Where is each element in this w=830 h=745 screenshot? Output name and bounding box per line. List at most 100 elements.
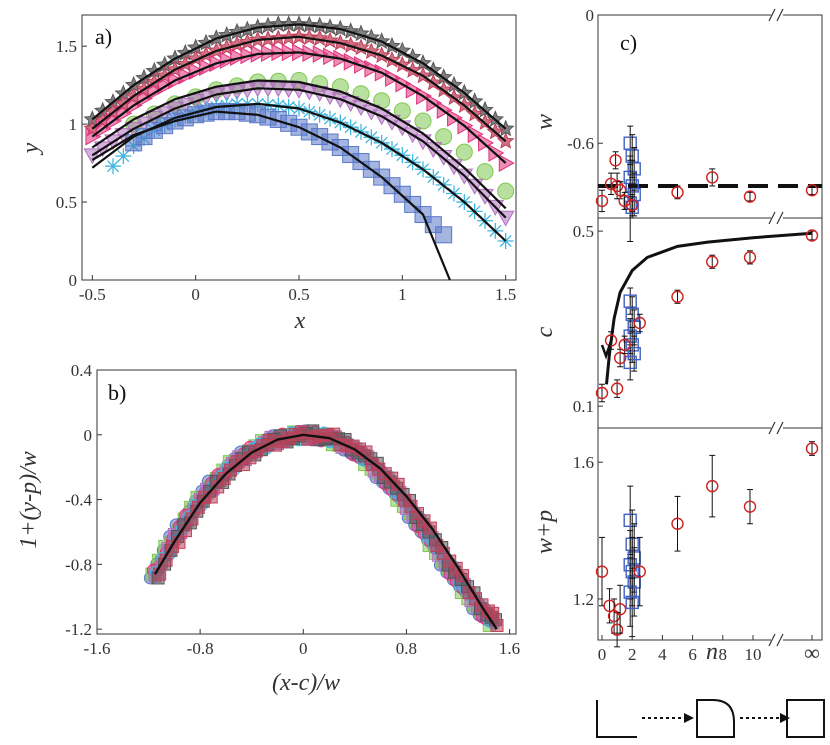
panel-a-fit-line [91,110,451,281]
panel-a-ytick-label: 0 [69,271,78,290]
panel-c-mid-ylabel: c [532,326,558,337]
panel-c-xlabel: n [706,639,718,665]
panel-c-red-circle [595,565,609,578]
panel-a-point [476,163,494,181]
arrowhead-1 [684,713,694,723]
panel-a-point [467,125,484,144]
panel-a-point [497,182,515,200]
panel-c-arrow [600,337,614,360]
panel-b-xtick-label: 0.8 [396,639,417,658]
panel-a-xtick-label: 0 [191,285,200,304]
panel-c-ytick-label: 0.1 [573,397,594,416]
panel-c-red-circle [805,229,819,242]
panel-c-data [595,125,822,648]
panel-b-frame [96,369,517,635]
panel-a-point [393,102,411,120]
open-corner-shape [596,700,637,738]
panel-b-xtick-label: -0.8 [187,639,214,658]
panel-c-ticks: 0 -0.6 0.1 0.5 1.2 1.6 0 2 4 6 8 10 ∞ [567,6,820,665]
panel-b-fit-line [153,433,498,630]
axis-break-mark [768,633,776,647]
arrowhead-2 [780,713,790,723]
panel-a-point [321,18,339,35]
panel-a-fit-line [91,87,507,219]
panel-a-ytick-label: 1 [69,115,78,134]
panel-c-red-circle [610,623,624,636]
panel-a-label: a) [95,24,112,49]
panel-b-ylabel: 1+(y-p)/w [16,451,42,549]
panel-b-ytick-label: 0 [84,426,93,445]
panel-c-subplot-0 [595,125,822,243]
panel-a-fits [91,23,507,281]
panel-c-xtick-label: 8 [719,645,728,664]
panel-a-ytick-label: 0.5 [56,193,77,212]
panel-a-fit-line [91,23,507,130]
panel-b-point [490,618,504,632]
panel-c-ytick-label: 1.6 [573,453,594,472]
panel-c-red-circle [706,479,719,493]
panel-c-ytick-label: 1.2 [573,590,594,609]
panel-a-xtick-label: -0.5 [79,285,106,304]
panel-a-point [300,28,319,46]
panel-c-red-circle [706,255,719,268]
panel-c-ytick-label: 0 [586,6,595,25]
panel-c-xtick-label: 4 [658,645,667,664]
panel-a-point [321,31,339,49]
panel-b-xtick-label: -1.6 [84,639,111,658]
panel-c-blue-square [627,346,641,361]
panel-c-theory-curve [605,231,813,385]
panel-c-red-circle [633,316,646,330]
axis-break-gap [771,635,783,645]
panel-c-xtick-label: 2 [628,645,637,664]
panel-a-fit-line [91,35,507,143]
panel-c-red-circle [743,500,757,513]
panel-c-blue-square [623,585,637,599]
panel-c-xtick-label: 0 [598,645,607,664]
panel-b-point [391,477,405,491]
axis-break-gap [771,423,783,433]
panel-a-point [488,144,505,162]
panel-b-xtick-label: 1.6 [499,639,520,658]
panel-c-red-circle [743,190,757,203]
panel-a-point [435,226,453,244]
panel-c-xtick-label: 6 [688,645,697,664]
panel-b-ytick-label: -1.2 [65,620,92,639]
panel-a: -0.5 0 0.5 1 1.500.511.5 a) x y [18,14,517,334]
panel-c-blue-square [625,338,639,352]
panel-c-red-circle [604,177,618,191]
panel-c-red-circle [671,290,684,303]
panel-b-ytick-label: -0.4 [65,491,92,510]
panel-c-red-circle [613,603,627,616]
square-shape [786,699,825,738]
panel-a-xlabel: x [294,308,306,334]
panel-b-fit [153,433,498,630]
panel-a-point [455,143,473,161]
panel-c-bot-ylabel: w+p [532,510,558,554]
panel-a-point [115,148,132,165]
panel-c-xtick-label: 10 [745,645,762,664]
panel-c-blue-square [623,294,637,308]
panel-c-ytick-label: 0.5 [573,222,594,241]
panel-c-red-circle [613,184,627,197]
panel-a-point [436,101,453,119]
axis-break-gap [771,213,783,223]
panel-c-red-circle [805,184,819,197]
panel-c-blue-square [625,179,639,193]
panel-c-ytick-label: -0.6 [567,134,594,153]
panel-a-xtick-label: 0.5 [288,285,309,304]
panel-b-label: b) [108,380,126,405]
panel-a-ytick-label: 1.5 [56,37,77,56]
panel-c-red-circle [633,565,646,578]
panel-a-point [435,128,453,146]
panel-a-point [105,158,121,175]
axis-break-mark [776,211,784,225]
axis-break-mark [776,633,784,647]
shape-schematic [596,699,825,738]
panel-c-blue-square [623,513,637,528]
panel-b-xtick-label: 0 [299,639,308,658]
panel-c-subplot-1 [595,229,819,403]
panel-c-frame-1 [597,217,823,429]
axis-break-mark [768,8,776,22]
panel-c-red-circle [595,194,609,208]
panel-b-point [359,445,373,459]
